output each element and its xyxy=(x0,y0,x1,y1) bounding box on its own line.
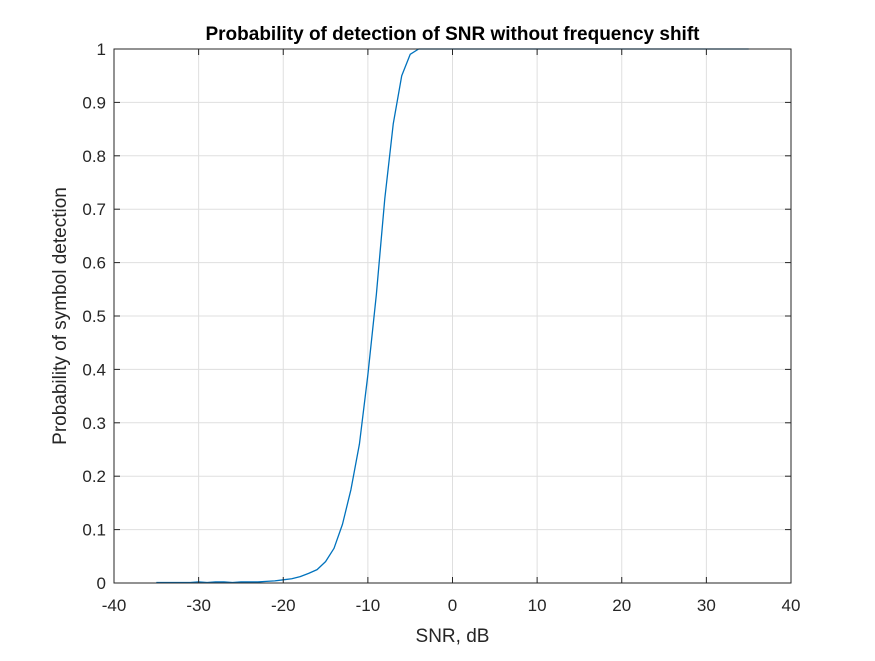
x-tick-label: -10 xyxy=(356,596,381,615)
x-ticks: -40 -30 -20 -10 0 10 20 30 40 xyxy=(102,49,801,615)
x-tick-label: 40 xyxy=(782,596,801,615)
x-tick-label: -40 xyxy=(102,596,127,615)
y-tick-label: 0.2 xyxy=(82,467,106,486)
x-tick-label: -30 xyxy=(186,596,211,615)
y-tick-label: 0.7 xyxy=(82,200,106,219)
y-tick-label: 0.5 xyxy=(82,307,106,326)
chart-title: Probability of detection of SNR without … xyxy=(205,24,700,45)
x-tick-label: 10 xyxy=(528,596,547,615)
y-tick-label: 0.6 xyxy=(82,254,106,273)
x-tick-label: 30 xyxy=(697,596,716,615)
y-tick-label: 0.4 xyxy=(82,360,106,379)
y-tick-label: 0.9 xyxy=(82,93,106,112)
x-axis-label: SNR, dB xyxy=(416,626,490,647)
y-tick-label: 0.3 xyxy=(82,414,106,433)
y-tick-label: 0.8 xyxy=(82,147,106,166)
y-tick-label: 1 xyxy=(97,40,106,59)
y-tick-label: 0 xyxy=(97,574,106,593)
x-tick-label: 20 xyxy=(612,596,631,615)
x-tick-label: 0 xyxy=(448,596,457,615)
x-tick-label: -20 xyxy=(271,596,296,615)
y-ticks: 0 0.1 0.2 0.3 0.4 0.5 0.6 0.7 0.8 0.9 1 xyxy=(82,40,791,593)
y-axis-label: Probability of symbol detection xyxy=(50,187,71,445)
y-tick-label: 0.1 xyxy=(82,521,106,540)
